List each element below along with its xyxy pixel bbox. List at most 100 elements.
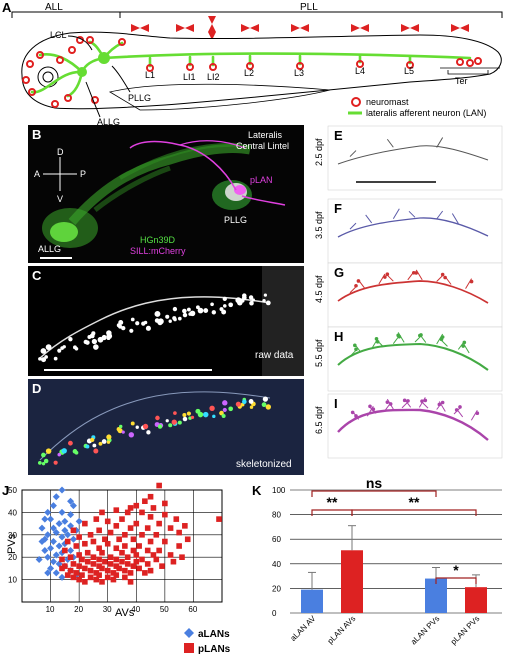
marker-1: HGn39D bbox=[140, 235, 176, 245]
neuromast-label: LI1 bbox=[183, 72, 196, 82]
j-ytick: 50 bbox=[8, 486, 17, 495]
plan-point bbox=[99, 549, 105, 556]
plan-point bbox=[139, 556, 145, 563]
timecourse-panel: E 2.5 dpf bbox=[314, 125, 503, 191]
plan-point bbox=[93, 570, 100, 576]
k-bar bbox=[341, 550, 363, 613]
plan-point bbox=[73, 543, 80, 549]
neuromast-label: L4 bbox=[355, 66, 365, 76]
plan-point bbox=[76, 534, 82, 540]
alan-point bbox=[55, 520, 63, 528]
plan-point bbox=[70, 527, 77, 534]
alan-point bbox=[44, 553, 52, 561]
plan-point bbox=[122, 532, 128, 538]
k-bar bbox=[301, 589, 323, 613]
plan-point bbox=[216, 516, 222, 522]
plan-point bbox=[127, 579, 134, 585]
plan-point bbox=[147, 567, 154, 574]
axis-a: A bbox=[34, 169, 40, 179]
alan-point bbox=[41, 535, 49, 543]
panel-j-label: J bbox=[2, 483, 9, 498]
legend-plan-icon bbox=[184, 643, 194, 653]
panel-c-label: C bbox=[32, 268, 42, 283]
plan-point bbox=[167, 525, 174, 531]
legend-alan: aLANs bbox=[198, 629, 230, 640]
plan-point bbox=[90, 554, 97, 560]
alan-point bbox=[35, 555, 43, 563]
j-xtick: 40 bbox=[131, 605, 140, 614]
neuromast-icon bbox=[246, 62, 254, 70]
plan-point bbox=[87, 532, 94, 538]
plan-point bbox=[113, 507, 120, 513]
title-line1: Lateralis bbox=[248, 130, 283, 140]
k-xtick: aLAN PVs bbox=[409, 614, 441, 646]
bowtie-icon bbox=[401, 24, 419, 32]
plan-point bbox=[122, 567, 128, 574]
k-ytick: 0 bbox=[272, 609, 277, 618]
allg-ganglion bbox=[77, 67, 87, 77]
neuromast-label: Ter bbox=[455, 76, 468, 86]
plan-point bbox=[76, 552, 82, 558]
plan-point bbox=[59, 565, 65, 572]
plan-point bbox=[102, 536, 108, 543]
significance-label: ** bbox=[409, 494, 420, 510]
title-line2: Central Lintel bbox=[236, 141, 289, 151]
alan-point bbox=[38, 524, 46, 532]
timecourse-panel: H 5.5 dpf bbox=[314, 326, 503, 392]
alan-point bbox=[67, 511, 75, 519]
plan-point bbox=[156, 520, 162, 527]
arbor-trace bbox=[337, 280, 489, 304]
plan-point bbox=[102, 558, 108, 565]
alan-point bbox=[44, 531, 52, 539]
plan-point bbox=[104, 574, 111, 581]
significance-label: ns bbox=[366, 475, 383, 491]
j-xtick: 50 bbox=[160, 605, 169, 614]
plan-point bbox=[76, 576, 82, 583]
plan-point bbox=[147, 538, 154, 545]
plan-point bbox=[93, 576, 100, 583]
stage-label: 4.5 dpf bbox=[314, 275, 324, 303]
plan-point bbox=[144, 547, 151, 554]
plan-point bbox=[79, 572, 85, 578]
pllg-label: PLLG bbox=[128, 93, 151, 103]
alan-point bbox=[64, 531, 72, 539]
plan-point bbox=[133, 552, 140, 558]
ter-bracket bbox=[447, 70, 489, 75]
alan-point bbox=[49, 558, 57, 566]
neuromast-icon bbox=[22, 76, 30, 84]
alan-point bbox=[69, 502, 77, 510]
plan-point bbox=[82, 540, 88, 547]
timecourse-panel: I 6.5 dpf bbox=[314, 393, 503, 459]
panel-k: K 0 20 40 60 80 100 aLAN AV pLAN AVs aLAN PVs pLA… bbox=[252, 475, 502, 647]
plan-point bbox=[84, 549, 91, 556]
j-ytick: 40 bbox=[8, 508, 17, 517]
alan-point bbox=[49, 524, 57, 532]
k-bar bbox=[425, 578, 447, 613]
alan-point bbox=[47, 515, 55, 523]
plan-point bbox=[99, 509, 105, 516]
plan-point bbox=[82, 579, 88, 585]
plan-point bbox=[73, 570, 80, 576]
alan-point bbox=[41, 515, 49, 523]
plan-point bbox=[90, 538, 97, 545]
alan-point bbox=[44, 508, 52, 516]
allg-label-b: ALLG bbox=[38, 244, 61, 254]
plan-point bbox=[133, 502, 140, 509]
axis-d: D bbox=[57, 147, 64, 157]
panel-c-caption: raw data bbox=[255, 350, 294, 361]
pllg-ganglion bbox=[98, 52, 110, 64]
plan-point bbox=[162, 538, 168, 545]
significance-label: * bbox=[453, 562, 459, 578]
j-xtick: 20 bbox=[74, 605, 83, 614]
neuromast-icon bbox=[406, 61, 414, 69]
bowtie-icon bbox=[351, 24, 369, 32]
legend-neuromast: neuromast bbox=[366, 97, 409, 107]
j-xtick: 30 bbox=[103, 605, 112, 614]
plan-point bbox=[119, 549, 125, 556]
pll-label: PLL bbox=[300, 2, 318, 13]
plan-point bbox=[96, 563, 102, 569]
plan-point bbox=[182, 523, 188, 529]
alan-point bbox=[44, 569, 52, 577]
j-ytick: 10 bbox=[8, 576, 17, 585]
neuromast-label: LI2 bbox=[207, 72, 220, 82]
